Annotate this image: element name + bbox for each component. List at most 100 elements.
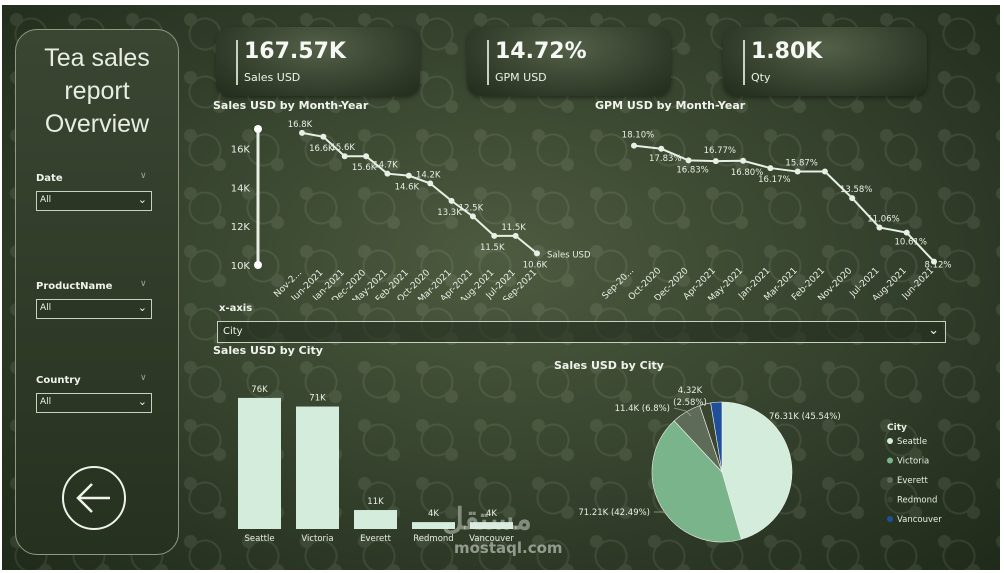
kpi-sales-label: Sales USD	[244, 71, 301, 84]
data-label: 16.77%	[704, 146, 736, 156]
data-label: 71K	[309, 394, 326, 404]
data-label: 14.6K	[395, 183, 420, 193]
pie-slice	[721, 401, 793, 540]
pie-chart-title: Sales USD by City	[554, 359, 664, 372]
data-label: 11.5K	[501, 223, 526, 233]
line-point	[534, 250, 540, 257]
date-slicer-dropdown[interactable]: All ⌄	[36, 191, 152, 211]
report-title: Tea sales report Overview	[16, 42, 178, 141]
bar-chart-title: Sales USD by City	[213, 344, 323, 357]
x-tick-label: Victoria	[301, 534, 333, 544]
line-point	[658, 145, 665, 152]
bar	[296, 406, 339, 529]
data-label: 14.2K	[416, 170, 441, 180]
kpi-card-qty: 1.80K Qty	[723, 27, 927, 96]
x-tick-label: Vancouver	[469, 534, 514, 544]
kpi-accent-bar	[487, 40, 489, 85]
data-label: 11.06%	[867, 214, 899, 224]
data-label: 8.12%	[924, 261, 951, 271]
x-axis-label: x-axis	[219, 303, 253, 314]
data-label: 18.10%	[622, 131, 654, 141]
dashboard-canvas: Tea sales report Overview Date ∨ All ⌄ P…	[2, 5, 1000, 570]
country-slicer-dropdown[interactable]: All ⌄	[36, 393, 152, 413]
kpi-gpm-value: 14.72%	[495, 39, 587, 64]
productname-slicer-value: All	[40, 303, 52, 313]
line-point	[320, 133, 327, 140]
chevron-down-icon[interactable]: ∨	[140, 171, 147, 181]
range-slider-handle-top	[254, 125, 262, 133]
sales-line-chart: 16K14K12K10K16.8KNov-2...16.6KJun-202115…	[231, 120, 591, 300]
line-point	[427, 180, 434, 187]
legend-swatch	[887, 516, 893, 522]
legend-label: Seattle	[897, 437, 927, 447]
data-label: 10.61%	[895, 238, 927, 248]
leader-line	[673, 407, 692, 417]
gpm-line-chart-title: GPM USD by Month-Year	[595, 99, 746, 112]
bar	[238, 397, 281, 529]
data-label: 11.5K	[480, 243, 505, 253]
bar	[412, 522, 455, 529]
legend-swatch	[887, 457, 893, 464]
line-point	[849, 195, 856, 202]
line-point	[740, 157, 747, 164]
x-tick-label: Everett	[360, 534, 392, 544]
data-label: 15.87%	[785, 159, 817, 169]
data-label: 16.6K	[309, 144, 334, 154]
pie-slice	[651, 420, 742, 543]
data-label: 4.32K	[678, 386, 703, 396]
legend-swatch	[887, 496, 893, 503]
line-point	[631, 142, 637, 149]
report-title-line-2: report	[64, 77, 130, 105]
watermark-arabic: مستقل	[442, 502, 532, 537]
legend-label: Victoria	[897, 457, 929, 467]
productname-slicer-dropdown[interactable]: All ⌄	[36, 299, 152, 319]
legend-title: City	[887, 423, 907, 433]
data-label: 71.21K (42.49%)	[578, 508, 650, 518]
line-point	[448, 197, 455, 204]
line-point	[794, 168, 801, 175]
watermark-logo: mostaql.com	[454, 539, 563, 557]
back-button[interactable]	[62, 466, 126, 530]
data-label: 4K	[486, 509, 497, 519]
country-slicer-value: All	[40, 397, 52, 407]
kpi-gpm-label: GPM USD	[495, 71, 547, 84]
chevron-down-icon: ⌄	[137, 193, 147, 206]
report-title-line-1: Tea sales	[44, 44, 150, 72]
data-label: 15.6K	[330, 143, 355, 153]
y-tick-label: 12K	[231, 222, 251, 233]
kpi-qty-value: 1.80K	[751, 39, 823, 64]
chevron-down-icon[interactable]: ∨	[140, 279, 147, 289]
chevron-down-icon: ⌄	[137, 395, 147, 408]
kpi-accent-bar	[743, 40, 745, 85]
x-tick-label: Redmond	[413, 534, 453, 544]
legend-label: Redmond	[897, 496, 937, 506]
x-axis-selected-value: City	[223, 326, 243, 337]
data-label: 16.8K	[288, 120, 313, 130]
line-point	[299, 129, 305, 136]
report-title-line-3: Overview	[44, 110, 150, 138]
kpi-accent-bar	[236, 40, 238, 85]
line-point	[384, 170, 391, 177]
leader-line	[654, 507, 673, 513]
x-axis-dropdown[interactable]: City ⌄	[217, 321, 946, 343]
y-tick-label: 10K	[231, 261, 251, 272]
data-label: 16.83%	[676, 165, 708, 175]
legend-label: Vancouver	[897, 515, 942, 525]
chevron-down-icon[interactable]: ∨	[140, 373, 147, 383]
line-point	[469, 213, 476, 220]
sales-by-city-pie-chart: 76.31K (45.54%) 71.21K (42.49%) 11.4K (6.8…	[578, 386, 942, 543]
sidebar-panel: Tea sales report Overview Date ∨ All ⌄ P…	[15, 29, 179, 555]
kpi-card-sales: 167.57K Sales USD	[216, 27, 420, 96]
productname-slicer-label: ProductName	[36, 281, 113, 292]
gpm-line-series	[633, 144, 935, 263]
legend-swatch	[887, 477, 893, 483]
arrow-left-icon	[76, 483, 110, 513]
kpi-qty-label: Qty	[751, 71, 771, 84]
bar	[354, 510, 397, 529]
data-label: 11.4K (6.8%)	[615, 404, 670, 414]
date-slicer-value: All	[40, 195, 52, 205]
line-point	[876, 224, 883, 231]
kpi-card-gpm: 14.72% GPM USD	[467, 27, 671, 96]
data-label: 16.17%	[758, 175, 790, 185]
line-point	[821, 168, 828, 175]
